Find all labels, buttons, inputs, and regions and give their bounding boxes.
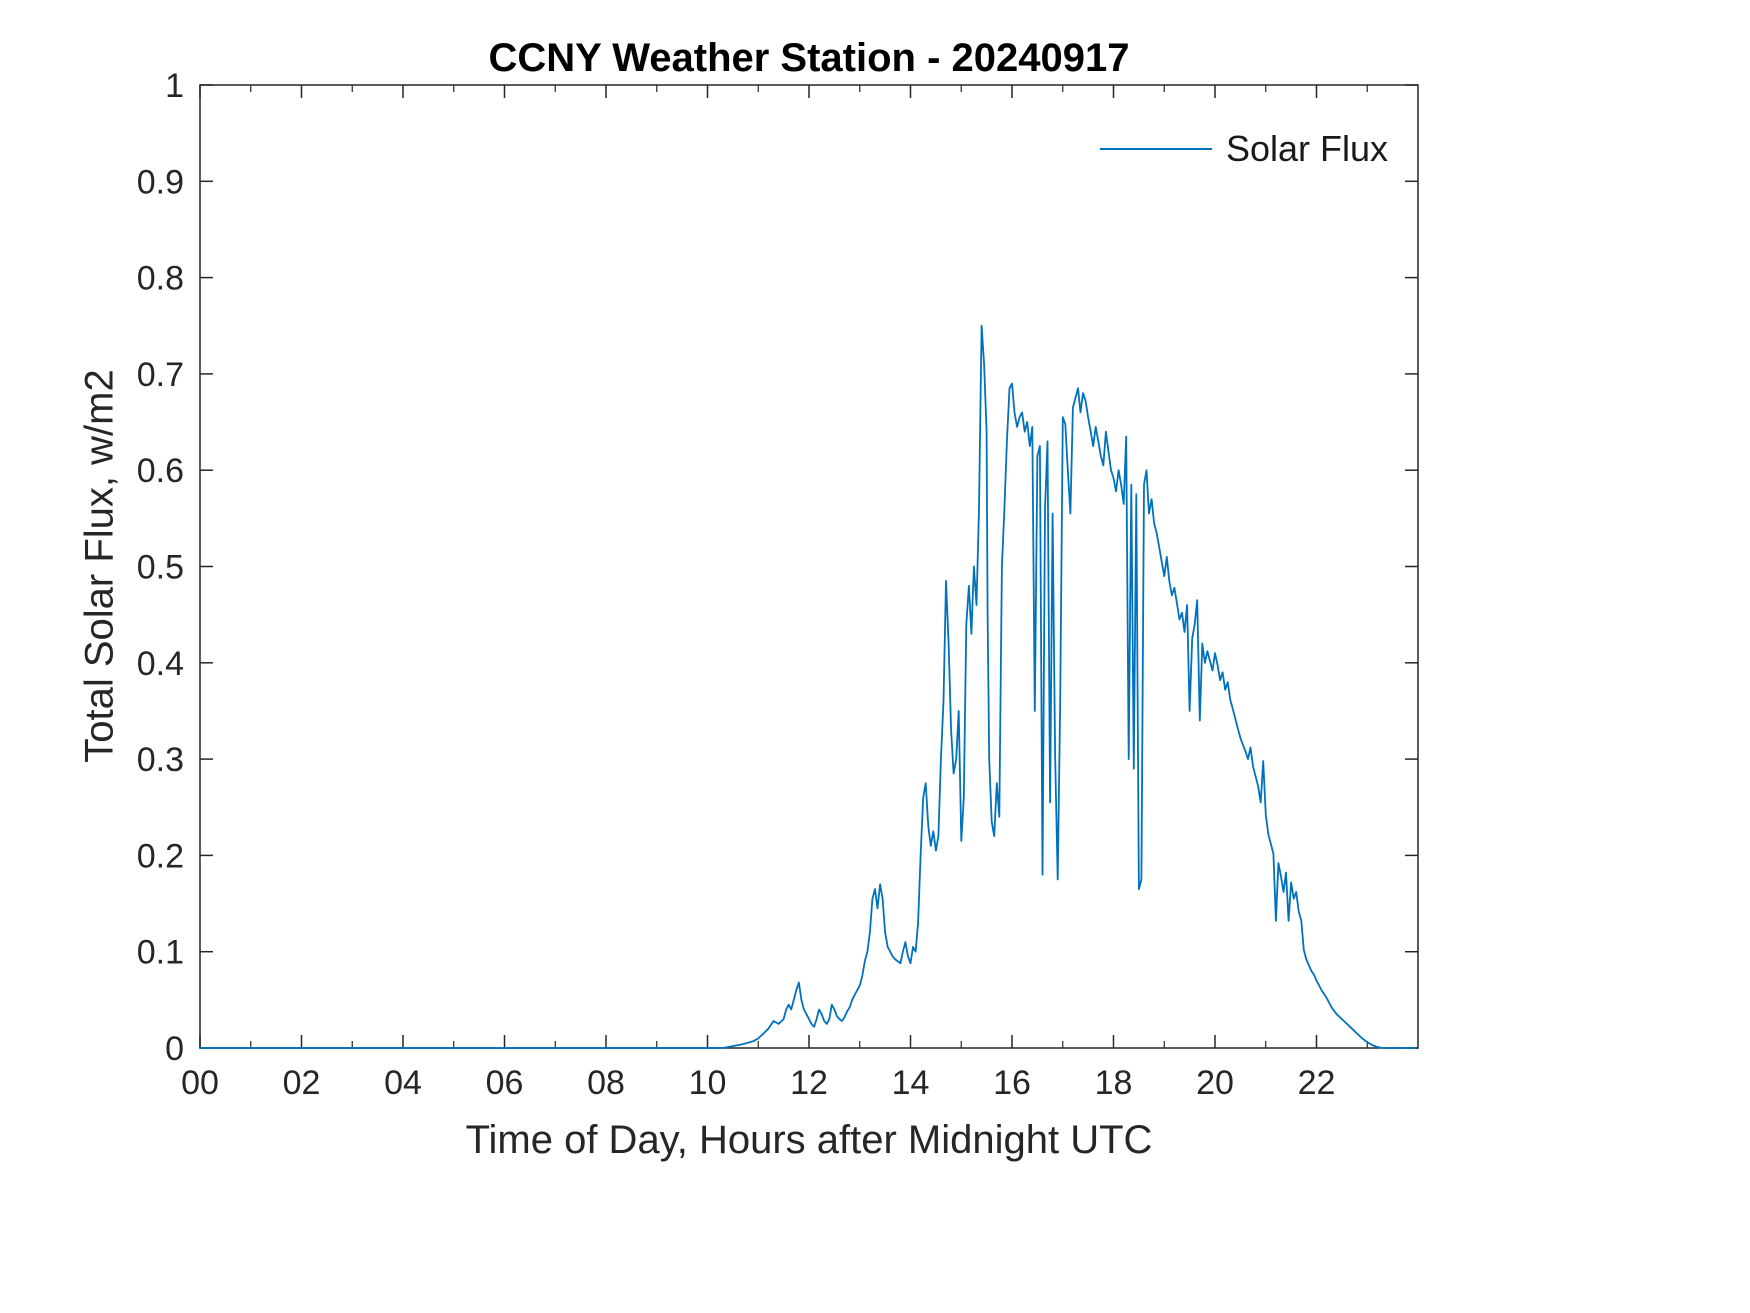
solar-flux-line: [200, 324, 1416, 1049]
legend-line-sample: [1100, 148, 1212, 150]
y-tick-label: 0.4: [137, 645, 184, 683]
y-axis-label: Total Solar Flux, w/m2: [77, 369, 122, 763]
y-tick-label: 0.1: [137, 934, 184, 972]
x-tick-label: 14: [892, 1064, 930, 1102]
x-tick-label: 04: [384, 1064, 422, 1102]
x-tick-label: 10: [689, 1064, 727, 1102]
y-tick-label: 0.5: [137, 549, 184, 587]
x-tick-label: 08: [587, 1064, 625, 1102]
y-tick-label: 0.2: [137, 837, 184, 875]
y-tick-label: 0.6: [137, 452, 184, 490]
plot-box: [199, 84, 1419, 1049]
y-tick-label: 1: [165, 67, 184, 105]
x-tick-label: 00: [181, 1064, 219, 1102]
x-axis-label: Time of Day, Hours after Midnight UTC: [465, 1118, 1153, 1162]
chart-title: CCNY Weather Station - 20240917: [488, 36, 1130, 80]
y-tick-label: 0.3: [137, 741, 184, 779]
y-tick-label: 0.7: [137, 356, 184, 394]
x-tick-label: 02: [283, 1064, 321, 1102]
x-tick-label: 12: [790, 1064, 828, 1102]
y-tick-label: 0.8: [137, 260, 184, 298]
y-tick-label: 0: [165, 1030, 184, 1068]
x-tick-label: 16: [993, 1064, 1031, 1102]
legend-label: Solar Flux: [1226, 128, 1389, 169]
x-tick-label: 18: [1095, 1064, 1133, 1102]
x-tick-label: 06: [486, 1064, 524, 1102]
legend: Solar Flux: [1100, 128, 1388, 170]
x-tick-label: 20: [1196, 1064, 1234, 1102]
x-tick-label: 22: [1298, 1064, 1336, 1102]
y-tick-label: 0.9: [137, 163, 184, 201]
